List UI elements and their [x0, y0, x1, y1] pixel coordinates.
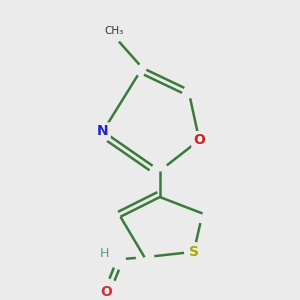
Text: H: H — [99, 248, 109, 260]
Text: S: S — [189, 245, 199, 259]
Text: CH₃: CH₃ — [104, 26, 124, 36]
Text: O: O — [193, 133, 205, 147]
Text: O: O — [100, 285, 112, 299]
Text: N: N — [97, 124, 109, 138]
